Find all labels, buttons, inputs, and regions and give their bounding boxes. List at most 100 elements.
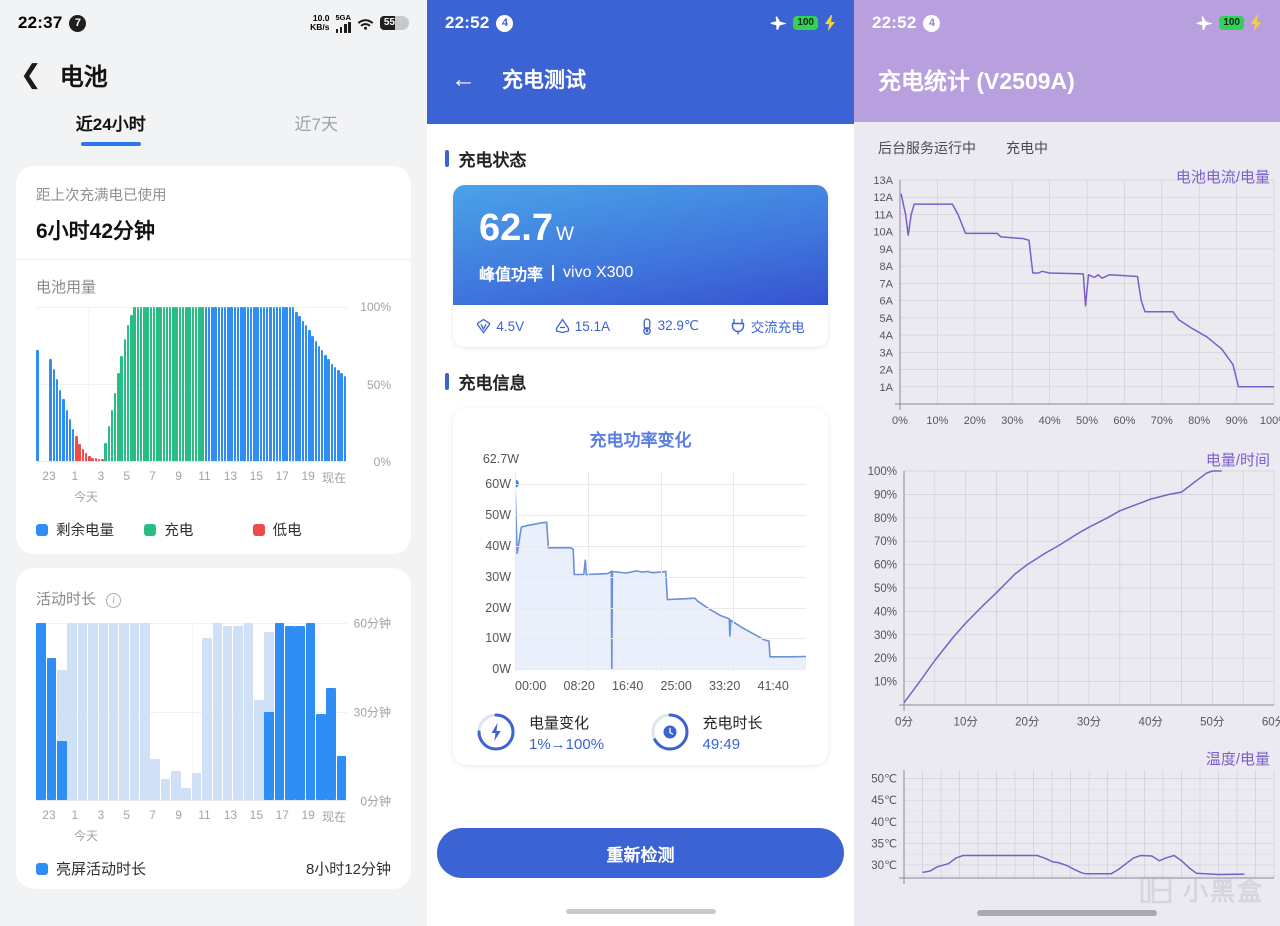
metric-temperature: 32.9℃ <box>641 317 699 335</box>
usage-bar <box>314 340 317 461</box>
panel-charging-test: 22:52 4 100 ← 充电测试 充电状 <box>427 0 854 926</box>
since-full-label: 距上次充满电已使用 <box>36 188 167 204</box>
status-left: 22:52 4 <box>872 13 941 33</box>
usage-bar <box>175 307 178 461</box>
y-tick: 50% <box>366 377 391 392</box>
thermometer-icon <box>642 317 651 335</box>
legend-item: 充电 <box>144 519 252 540</box>
usage-bar <box>266 307 269 461</box>
status-time: 22:52 <box>445 13 490 32</box>
section-title: 充电信息 <box>458 374 527 393</box>
usage-bar <box>104 442 107 461</box>
stat-text: 充电时长 49:49 <box>703 712 763 753</box>
svg-text:20%: 20% <box>964 415 986 427</box>
usage-bar <box>253 307 256 461</box>
svg-text:100%: 100% <box>868 466 897 478</box>
svg-text:80%: 80% <box>1188 415 1210 427</box>
x-tick: 7 <box>149 469 156 483</box>
svg-text:6A: 6A <box>880 296 894 308</box>
x-tick: 9 <box>175 808 182 822</box>
usage-bar <box>214 307 217 461</box>
usage-bar <box>308 330 311 461</box>
usage-bar <box>201 307 204 461</box>
x-tick: 17 <box>275 469 289 483</box>
usage-bar <box>101 459 104 461</box>
usage-bar <box>152 307 156 461</box>
activity-bar <box>150 623 160 800</box>
activity-title-text: 活动时长 <box>36 591 97 608</box>
activity-x-axis: 23 1 3 5 7 9 11 13 15 17 19 现在 <box>36 808 391 825</box>
redo-test-button[interactable]: 重新检测 <box>437 828 844 878</box>
section-accent-bar <box>445 150 449 167</box>
svg-text:70%: 70% <box>874 536 897 548</box>
power-card-metrics: 4.5V 15.1A 32.9℃ <box>453 305 828 347</box>
activity-bar <box>46 623 57 800</box>
clock-ring-icon <box>649 711 691 753</box>
usage-bar <box>162 307 165 461</box>
chevron-left-icon[interactable]: ❮ <box>20 59 42 89</box>
y-tick: 20W <box>485 600 511 615</box>
metric-current: 15.1A <box>555 318 610 334</box>
usage-bar <box>156 307 159 461</box>
battery-level-label: 55 <box>379 16 399 30</box>
tab-last-24h-label: 近24小时 <box>75 115 146 135</box>
battery-icon: 55 <box>379 16 409 30</box>
legend-swatch-low <box>252 523 265 536</box>
peak-annotation: 62.7W <box>482 452 519 466</box>
svg-text:10%: 10% <box>926 415 948 427</box>
svg-text:40%: 40% <box>1039 415 1061 427</box>
usage-section-title: 电池用量 <box>36 279 97 296</box>
activity-bar <box>212 623 223 800</box>
legend-swatch-charging <box>144 523 157 536</box>
usage-bar <box>288 307 292 461</box>
svg-text:2A: 2A <box>880 365 894 377</box>
x-tick: 1 <box>71 808 79 822</box>
peak-power-label: 峰值功率 <box>479 267 544 284</box>
usage-bar <box>285 307 288 461</box>
tab-last-24h[interactable]: 近24小时 <box>8 102 214 154</box>
plug-icon <box>731 318 744 334</box>
usage-bar <box>230 307 233 461</box>
usage-bar <box>207 307 211 461</box>
activity-bar <box>139 623 150 800</box>
status-service-running: 后台服务运行中 <box>878 140 976 156</box>
usage-bar <box>185 307 188 461</box>
activity-bar <box>88 623 98 800</box>
x-tick: 19 <box>301 808 315 822</box>
svg-text:4A: 4A <box>880 330 894 342</box>
svg-text:8A: 8A <box>880 261 894 273</box>
usage-bar <box>65 410 68 461</box>
status-badge: 4 <box>496 14 514 32</box>
metric-voltage: 4.5V <box>476 318 524 334</box>
activity-bar <box>191 623 202 800</box>
usage-bar <box>269 307 272 461</box>
usage-bar <box>291 307 295 461</box>
home-indicator[interactable] <box>565 909 716 914</box>
usage-bar <box>301 320 305 461</box>
tab-last-7d[interactable]: 近7天 <box>214 102 420 154</box>
status-left: 22:37 7 <box>18 13 87 33</box>
power-card-sub: 峰值功率 vivo X300 <box>479 261 802 285</box>
x-tick: 19 <box>301 469 315 483</box>
usage-bar <box>262 307 266 461</box>
usage-bar <box>211 307 214 461</box>
legend-label: 充电 <box>164 523 194 539</box>
home-indicator[interactable] <box>977 910 1157 916</box>
usage-bar <box>165 307 169 461</box>
arrow-left-icon[interactable]: ← <box>451 64 476 93</box>
page-title: 充电统计 (V2509A) <box>878 68 1075 94</box>
usage-bar <box>181 307 185 461</box>
legend-label: 低电 <box>272 523 302 539</box>
today-label: 今天 <box>74 490 99 504</box>
svg-text:30%: 30% <box>1001 415 1023 427</box>
charging-bolt-icon <box>825 15 835 31</box>
info-icon[interactable]: i <box>106 593 122 608</box>
svg-text:90%: 90% <box>874 489 897 501</box>
x-tick: 现在 <box>322 471 347 485</box>
status-badge: 7 <box>69 14 87 32</box>
tab-last-7d-label: 近7天 <box>294 115 338 135</box>
status-badge: 4 <box>923 14 941 32</box>
activity-bar <box>243 623 254 800</box>
peak-watts-value: 62.7 <box>479 207 553 249</box>
legend-label: 亮屏活动时长 <box>56 861 147 878</box>
